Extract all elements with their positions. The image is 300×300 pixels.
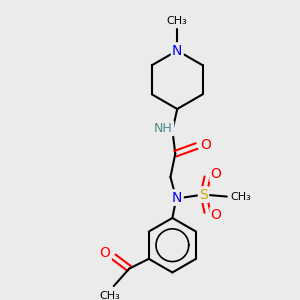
Text: NH: NH — [154, 122, 173, 135]
Text: O: O — [100, 246, 110, 260]
Text: CH₃: CH₃ — [100, 291, 120, 300]
Text: CH₃: CH₃ — [230, 192, 251, 202]
Text: O: O — [200, 138, 211, 152]
Text: CH₃: CH₃ — [167, 16, 188, 26]
Text: N: N — [172, 44, 182, 58]
Text: O: O — [211, 167, 222, 181]
Text: N: N — [172, 190, 182, 205]
Text: S: S — [199, 188, 208, 202]
Text: O: O — [211, 208, 222, 222]
